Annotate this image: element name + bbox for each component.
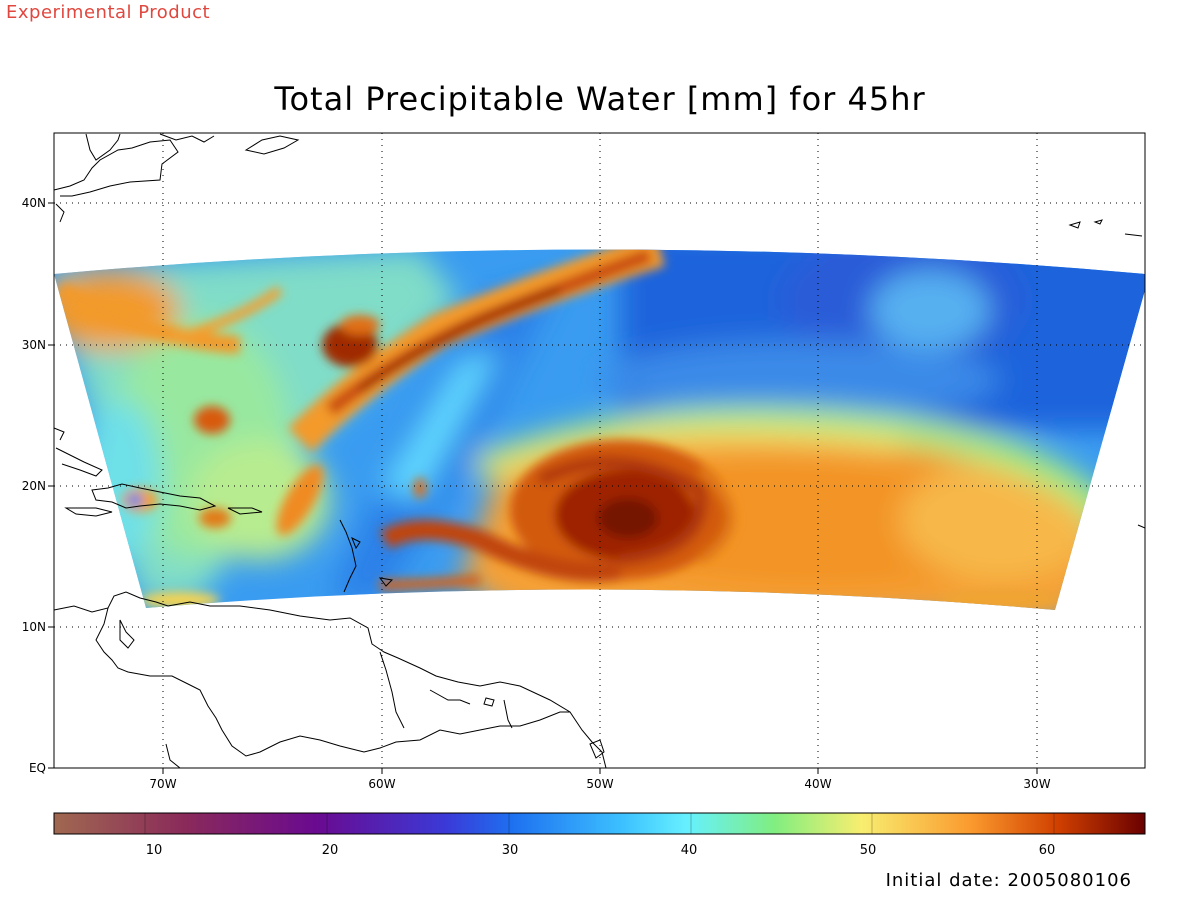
colorbar-label-20: 20 [321, 843, 339, 858]
colorbar-label-10: 10 [145, 843, 163, 858]
lon-label-60w: 60W [368, 777, 396, 791]
tpw-swath [54, 249, 1145, 610]
colorbar-label-60: 60 [1038, 843, 1056, 858]
colorbar-label-40: 40 [680, 843, 698, 858]
lat-label-40n: 40N [21, 196, 46, 210]
axis-ticks [48, 202, 1038, 774]
map-title: Total Precipitable Water [mm] for 45hr [274, 80, 926, 118]
colorbar-label-50: 50 [859, 843, 877, 858]
lon-label-40w: 40W [804, 777, 832, 791]
lat-label-eq: EQ [28, 761, 46, 775]
lon-label-70w: 70W [149, 777, 177, 791]
initial-date: Initial date: 2005080106 [885, 870, 1132, 891]
coastlines [53, 133, 1146, 769]
colorbar [53, 812, 1146, 835]
experimental-banner: Experimental Product [6, 2, 211, 23]
lat-label-20n: 20N [21, 479, 46, 493]
lat-label-30n: 30N [21, 338, 46, 352]
colorbar-ticks [144, 813, 1055, 834]
lon-label-30w: 30W [1023, 777, 1051, 791]
lat-label-10n: 10N [21, 620, 46, 634]
colorbar-label-30: 30 [501, 843, 519, 858]
lon-label-50w: 50W [586, 777, 614, 791]
